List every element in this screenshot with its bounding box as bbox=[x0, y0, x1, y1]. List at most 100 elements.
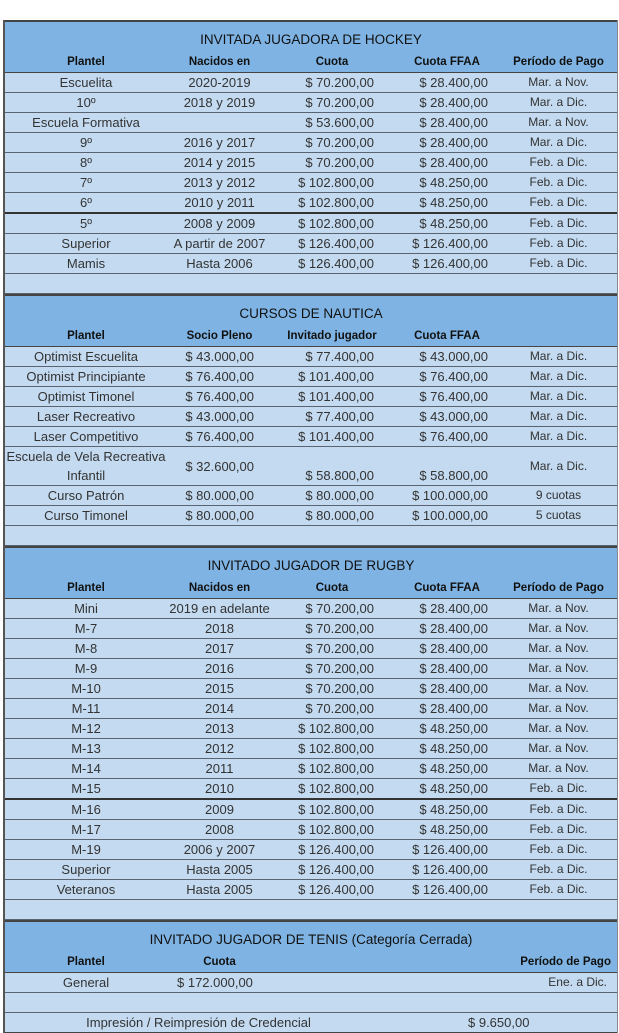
table-cell: $ 58.800,00 bbox=[419, 468, 488, 483]
table-cell: $ 76.400,00 bbox=[419, 369, 488, 384]
table-row: General $ 172.000,00 Ene. a Dic. bbox=[5, 973, 617, 993]
table-cell: $ 102.800,00 bbox=[298, 741, 374, 756]
table-cell: Feb. a Dic. bbox=[529, 842, 588, 856]
section-title: INVITADO JUGADOR DE RUGBY bbox=[207, 558, 415, 573]
table-cell: M-13 bbox=[71, 741, 101, 756]
blank-row bbox=[5, 274, 617, 294]
section-title: INVITADO JUGADOR DE TENIS (Categoría Cer… bbox=[149, 932, 473, 947]
table-cell: Mar. a Dic. bbox=[529, 135, 588, 149]
table-row: Laser Competitivo $ 76.400,00 $ 101.400,00… bbox=[5, 427, 617, 447]
table-row: Escuelita 2020-2019 $ 70.200,00 $ 28.400,00… bbox=[5, 73, 617, 93]
table-cell: Mar. a Nov. bbox=[528, 661, 589, 675]
table-cell: $ 48.250,00 bbox=[419, 195, 488, 210]
table-cell: Curso Patrón bbox=[47, 488, 125, 503]
table-cell: 2010 y 2011 bbox=[184, 195, 255, 210]
table-cell: Superior bbox=[61, 236, 111, 251]
column-headers: Plantel Nacidos en Cuota Cuota FFAA Período … bbox=[5, 578, 617, 599]
column-header: Cuota FFAA bbox=[414, 56, 480, 68]
table-cell: 2006 y 2007 bbox=[183, 842, 256, 857]
table-cell: $ 43.000,00 bbox=[419, 409, 488, 424]
table-cell: $ 70.200,00 bbox=[305, 75, 374, 90]
table-row: M-12 2013 $ 102.800,00 $ 48.250,00 Mar. a No… bbox=[5, 719, 617, 739]
table-row: M-15 2010 $ 102.800,00 $ 48.250,00 Feb. a Di… bbox=[5, 779, 617, 800]
table-cell: 5 cuotas bbox=[535, 508, 582, 522]
column-header: Período de Pago bbox=[513, 582, 604, 594]
blank-row bbox=[5, 993, 617, 1013]
table-cell: Escuela de Vela Recreativa Infantil bbox=[6, 449, 166, 483]
column-header bbox=[392, 952, 502, 972]
table-cell: Superior bbox=[61, 862, 111, 877]
section-nautica: CURSOS DE NAUTICA Plantel Socio Pleno Invit… bbox=[5, 294, 617, 546]
table-cell: $ 28.400,00 bbox=[419, 681, 488, 696]
table-cell: $ 101.400,00 bbox=[298, 389, 374, 404]
table-cell: $ 76.400,00 bbox=[419, 429, 488, 444]
table-cell bbox=[167, 113, 272, 132]
table-cell: Optimist Timonel bbox=[37, 389, 135, 404]
table-cell: $ 126.400,00 bbox=[412, 862, 488, 877]
table-cell: $ 80.000,00 bbox=[305, 488, 374, 503]
table-cell: $ 126.400,00 bbox=[298, 862, 374, 877]
table-cell: $ 43.000,00 bbox=[419, 349, 488, 364]
table-cell: $ 77.400,00 bbox=[305, 349, 374, 364]
table-cell: $ 80.000,00 bbox=[185, 488, 254, 503]
column-header: Cuota FFAA bbox=[414, 582, 480, 594]
column-header: Cuota FFAA bbox=[414, 330, 480, 342]
table-cell: A partir de 2007 bbox=[173, 236, 266, 251]
table-row: Mamis Hasta 2006 $ 126.400,00 $ 126.400,00 F… bbox=[5, 254, 617, 274]
table-cell: Mar. a Nov. bbox=[528, 641, 589, 655]
table-cell: 2016 y 2017 bbox=[183, 135, 256, 150]
table-cell: $ 102.800,00 bbox=[298, 721, 374, 736]
column-header: Plantel bbox=[67, 56, 105, 68]
table-cell: $ 48.250,00 bbox=[419, 216, 488, 231]
table-cell: $ 76.400,00 bbox=[185, 369, 254, 384]
column-header: Socio Pleno bbox=[186, 330, 253, 342]
table-cell: $ 126.400,00 bbox=[298, 256, 374, 271]
table-cell: $ 172.000,00 bbox=[177, 975, 253, 990]
table-cell: Feb. a Dic. bbox=[529, 216, 588, 230]
table-cell: 2012 bbox=[205, 741, 234, 756]
table-row: 7º 2013 y 2012 $ 102.800,00 $ 48.250,00 Feb.… bbox=[5, 173, 617, 193]
section-header-band: INVITADO JUGADOR DE RUGBY Plantel Nacidos … bbox=[5, 546, 617, 599]
table-cell: $ 70.200,00 bbox=[305, 681, 374, 696]
table-cell: Mini bbox=[74, 601, 98, 616]
table-row: Curso Patrón $ 80.000,00 $ 80.000,00 $ 100.… bbox=[5, 486, 617, 506]
table-cell: 2014 bbox=[205, 701, 234, 716]
table-cell: $ 70.200,00 bbox=[305, 641, 374, 656]
table-row: M-14 2011 $ 102.800,00 $ 48.250,00 Mar. a No… bbox=[5, 759, 617, 779]
table-row: M-16 2009 $ 102.800,00 $ 48.250,00 Feb. a Di… bbox=[5, 800, 617, 820]
table-cell: M-9 bbox=[74, 661, 98, 676]
section-header-band: INVITADA JUGADORA DE HOCKEY Plantel Nacido… bbox=[5, 20, 617, 73]
table-cell: Feb. a Dic. bbox=[529, 802, 588, 816]
column-header: Nacidos en bbox=[188, 56, 251, 68]
table-cell: 2014 y 2015 bbox=[183, 155, 256, 170]
table-cell: M-7 bbox=[74, 621, 98, 636]
column-header: Nacidos en bbox=[188, 582, 251, 594]
table-cell: 2015 bbox=[205, 681, 234, 696]
table-cell: Veteranos bbox=[56, 882, 116, 897]
table-row: M-19 2006 y 2007 $ 126.400,00 $ 126.400,00 F… bbox=[5, 840, 617, 860]
table-cell: $ 100.000,00 bbox=[412, 488, 488, 503]
table-cell: $ 126.400,00 bbox=[298, 842, 374, 857]
table-row: Optimist Escuelita $ 43.000,00 $ 77.400,00… bbox=[5, 347, 617, 367]
table-cell: $ 28.400,00 bbox=[419, 115, 488, 130]
table-cell: Mar. a Dic. bbox=[529, 349, 588, 363]
table-cell: General bbox=[62, 975, 110, 990]
column-header: Plantel bbox=[67, 956, 105, 968]
table-cell: 9 cuotas bbox=[535, 488, 582, 502]
table-cell: Mar. a Nov. bbox=[528, 75, 589, 89]
table-cell: $ 80.000,00 bbox=[185, 508, 254, 523]
table-row: Laser Recreativo $ 43.000,00 $ 77.400,00 $ … bbox=[5, 407, 617, 427]
column-headers: Plantel Socio Pleno Invitado jugador Cuota … bbox=[5, 326, 617, 347]
table-cell: $ 102.800,00 bbox=[298, 761, 374, 776]
table-cell: $ 28.400,00 bbox=[419, 95, 488, 110]
table-cell: $ 28.400,00 bbox=[419, 601, 488, 616]
table-cell: Feb. a Dic. bbox=[529, 822, 588, 836]
section-hockey: INVITADA JUGADORA DE HOCKEY Plantel Nacido… bbox=[5, 20, 617, 294]
table-cell: $ 48.250,00 bbox=[419, 721, 488, 736]
table-row: 5º 2008 y 2009 $ 102.800,00 $ 48.250,00 Feb.… bbox=[5, 214, 617, 234]
section-tenis: INVITADO JUGADOR DE TENIS (Categoría Cer… bbox=[5, 920, 617, 1013]
table-cell: 2018 bbox=[205, 621, 234, 636]
table-row: M-10 2015 $ 70.200,00 $ 28.400,00 Mar. a Nov… bbox=[5, 679, 617, 699]
section-title: CURSOS DE NAUTICA bbox=[239, 306, 383, 321]
table-cell: 2010 bbox=[205, 781, 234, 796]
